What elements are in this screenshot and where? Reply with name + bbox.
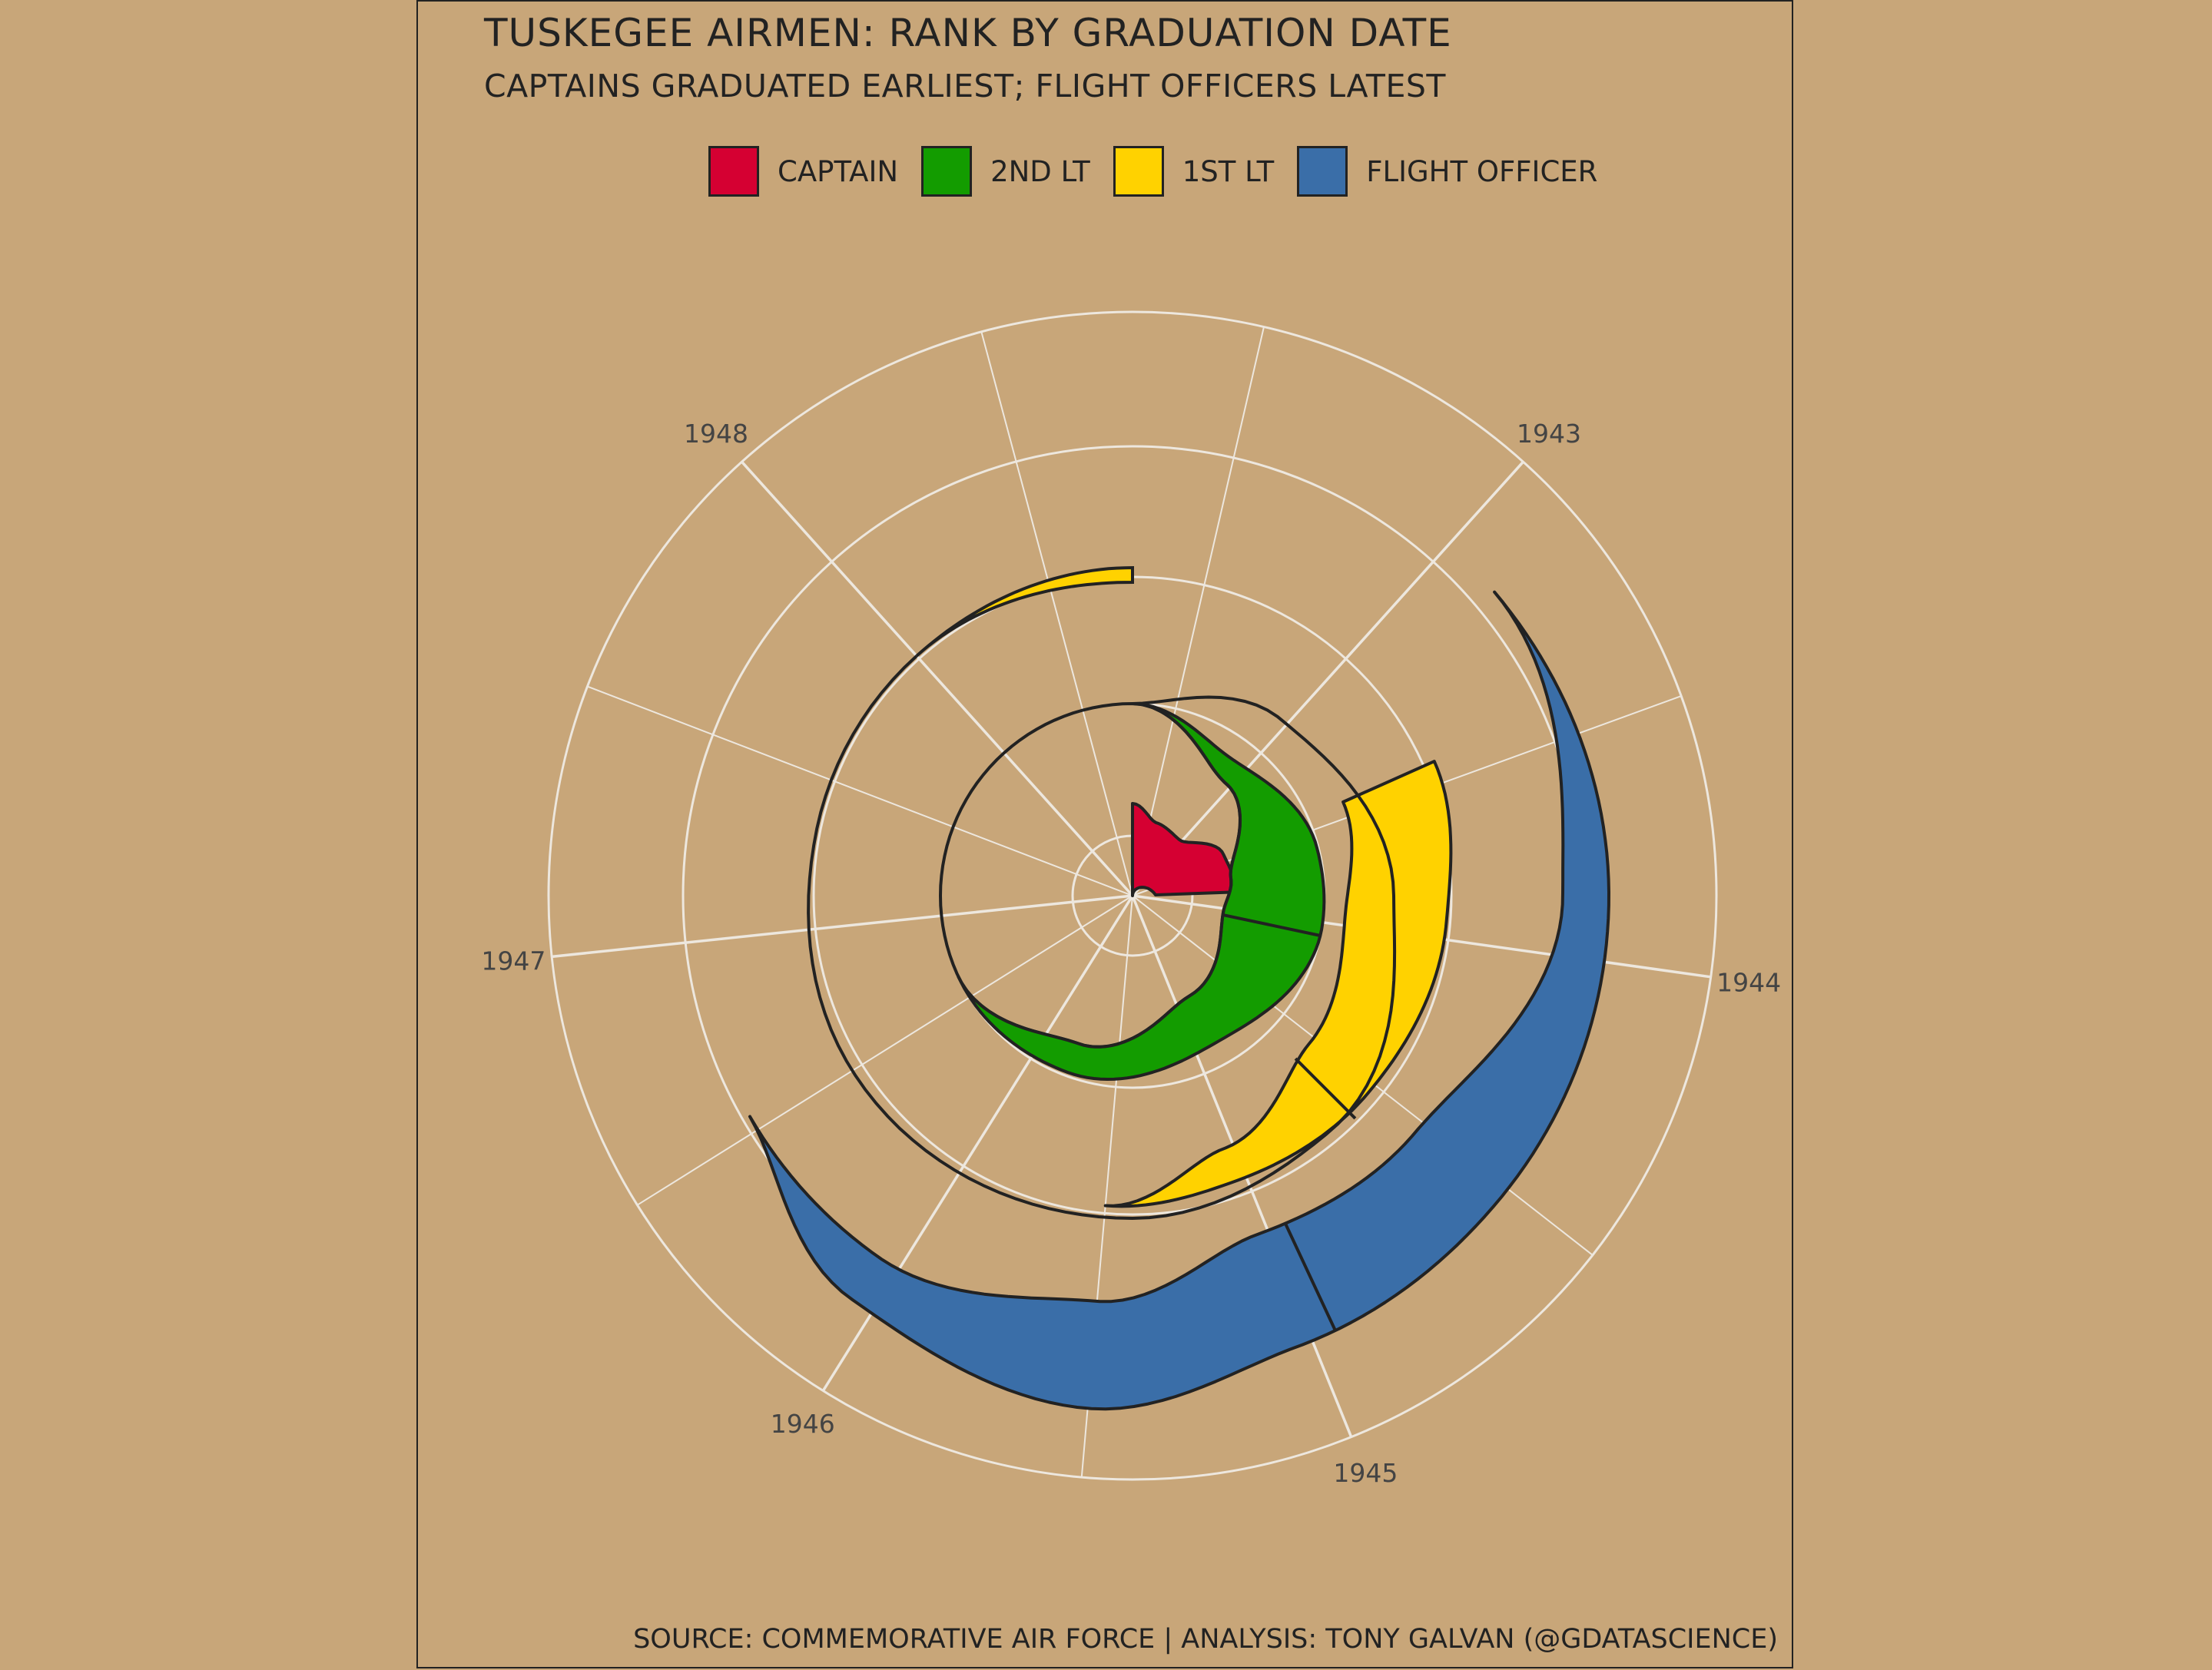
band-divider <box>1294 1057 1357 1120</box>
theta-tick-label: 1946 <box>771 1409 835 1439</box>
legend-swatch-1st-lt <box>1113 146 1164 197</box>
chart-title: TUSKEGEE AIRMEN: RANK BY GRADUATION DATE <box>484 11 1452 55</box>
legend-swatch-captain <box>708 146 759 197</box>
theta-tick-label: 1943 <box>1517 419 1581 449</box>
grid-spoke <box>1132 326 1265 896</box>
legend-label-1st-lt: 1ST LT <box>1182 154 1275 188</box>
series-1st-lt-tail <box>915 565 1134 658</box>
band-dividers <box>1222 913 1357 1332</box>
series-captain-band <box>1131 802 1238 897</box>
legend-swatch-flight-officer <box>1297 146 1348 197</box>
theta-tick-label: 1944 <box>1716 968 1781 998</box>
theta-tick-label: 1947 <box>481 946 546 976</box>
legend-item-2nd-lt: 2ND LT <box>921 146 1090 197</box>
theta-tick-label: 1945 <box>1333 1458 1398 1488</box>
series-flight-officer-band <box>748 590 1610 1411</box>
legend: CAPTAIN 2ND LT 1ST LT FLIGHT OFFICER <box>708 144 1620 198</box>
grid-spoke <box>587 685 1133 896</box>
grid-spoke <box>552 894 1133 959</box>
grid-spoke <box>741 461 1134 897</box>
theta-tick-labels: 1943 1944 1945 1946 1947 1948 <box>481 419 1781 1488</box>
legend-item-captain: CAPTAIN <box>708 146 898 197</box>
theta-tick-label: 1948 <box>684 419 748 449</box>
series-layer <box>748 565 1610 1411</box>
legend-label-flight-officer: FLIGHT OFFICER <box>1366 154 1598 188</box>
chart-subtitle: CAPTAINS GRADUATED EARLIEST; FLIGHT OFFI… <box>484 68 1446 104</box>
grid-spoke <box>1131 461 1524 897</box>
baseline-spiral-line <box>807 654 1397 1221</box>
legend-swatch-2nd-lt <box>921 146 973 197</box>
grid-spoke <box>980 331 1133 896</box>
chart-panel: 1943 1944 1945 1946 1947 1948 TUSKEGEE AIRMEN… <box>416 0 1793 1668</box>
source-caption: SOURCE: COMMEMORATIVE AIR FORCE | ANALYS… <box>633 1624 1778 1655</box>
legend-label-captain: CAPTAIN <box>778 154 899 188</box>
legend-item-1st-lt: 1ST LT <box>1113 146 1275 197</box>
band-divider <box>1222 913 1321 937</box>
band-divider <box>1283 1222 1337 1332</box>
series-1st-lt-band <box>1103 760 1453 1208</box>
grid-circle <box>547 310 1718 1481</box>
legend-label-2nd-lt: 2ND LT <box>990 154 1090 188</box>
grid-spoke <box>636 895 1133 1206</box>
polar-chart: 1943 1944 1945 1946 1947 1948 <box>481 310 1781 1488</box>
legend-item-flight-officer: FLIGHT OFFICER <box>1297 146 1597 197</box>
